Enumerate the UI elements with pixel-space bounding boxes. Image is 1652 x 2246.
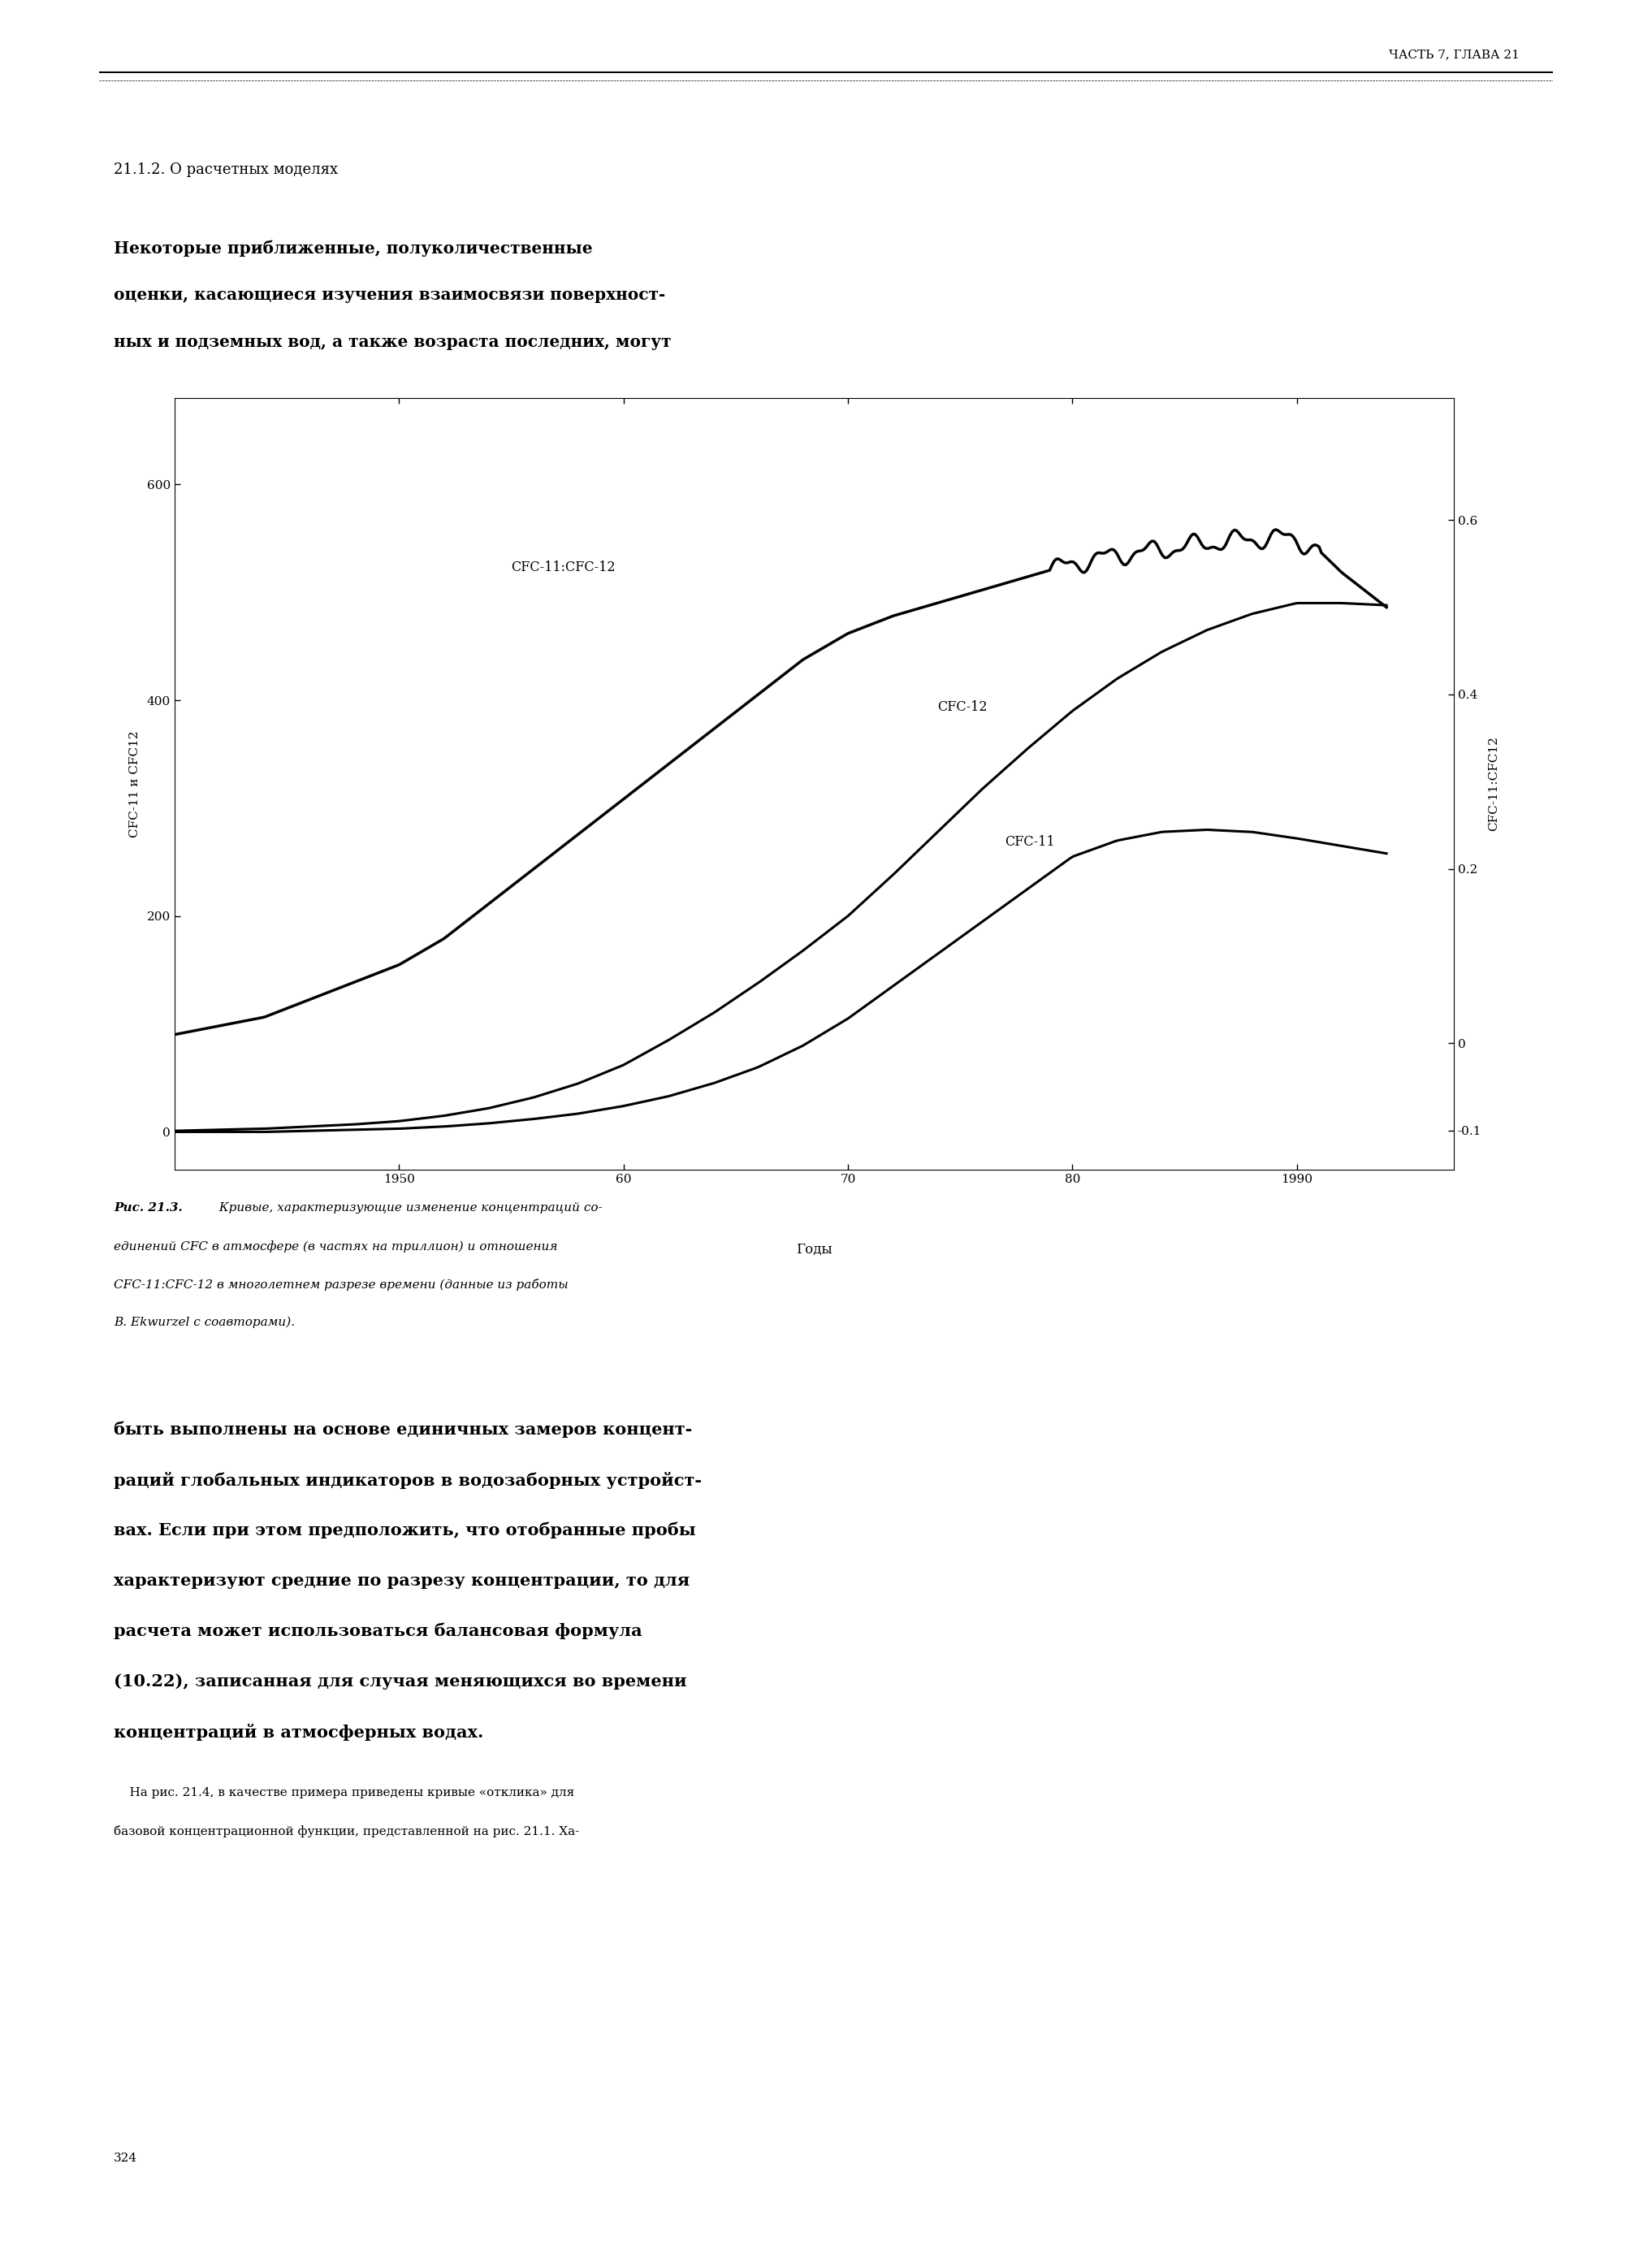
Text: CFC-11:CFC-12 в многолетнем разрезе времени (данные из работы: CFC-11:CFC-12 в многолетнем разрезе врем… xyxy=(114,1278,568,1291)
Text: (10.22), записанная для случая меняющихся во времени: (10.22), записанная для случая меняющихс… xyxy=(114,1673,687,1689)
Text: Некоторые приближенные, полуколичественные: Некоторые приближенные, полуколичественн… xyxy=(114,240,593,256)
Text: 324: 324 xyxy=(114,2152,137,2163)
Text: CFC-11:CFC-12: CFC-11:CFC-12 xyxy=(510,559,616,575)
Y-axis label: CFC-11:CFC12: CFC-11:CFC12 xyxy=(1488,737,1500,831)
Text: CFC-12: CFC-12 xyxy=(938,701,988,714)
Text: характеризуют средние по разрезу концентрации, то для: характеризуют средние по разрезу концент… xyxy=(114,1572,691,1588)
Text: Кривые, характеризующие изменение концентраций со-: Кривые, характеризующие изменение концен… xyxy=(215,1202,603,1213)
Text: CFC-11: CFC-11 xyxy=(1004,836,1056,849)
Text: B. Ekwurzel с соавторами).: B. Ekwurzel с соавторами). xyxy=(114,1316,296,1327)
Text: Рис. 21.3.: Рис. 21.3. xyxy=(114,1202,182,1213)
Text: единений CFC в атмосфере (в частях на триллион) и отношения: единений CFC в атмосфере (в частях на тр… xyxy=(114,1240,558,1253)
Y-axis label: CFC-11 и CFC12: CFC-11 и CFC12 xyxy=(129,730,140,838)
Text: ЧАСТЬ 7, ГЛАВА 21: ЧАСТЬ 7, ГЛАВА 21 xyxy=(1389,49,1520,61)
Text: ных и подземных вод, а также возраста последних, могут: ных и подземных вод, а также возраста по… xyxy=(114,335,671,350)
Text: базовой концентрационной функции, представленной на рис. 21.1. Ха-: базовой концентрационной функции, предст… xyxy=(114,1826,580,1837)
Text: раций глобальных индикаторов в водозаборных устройст-: раций глобальных индикаторов в водозабор… xyxy=(114,1471,702,1489)
Text: расчета может использоваться балансовая формула: расчета может использоваться балансовая … xyxy=(114,1624,643,1640)
Text: вах. Если при этом предположить, что отобранные пробы: вах. Если при этом предположить, что ото… xyxy=(114,1523,695,1539)
Text: быть выполнены на основе единичных замеров концент-: быть выполнены на основе единичных замер… xyxy=(114,1422,692,1437)
Text: оценки, касающиеся изучения взаимосвязи поверхност-: оценки, касающиеся изучения взаимосвязи … xyxy=(114,287,666,303)
Text: На рис. 21.4, в качестве примера приведены кривые «отклика» для: На рис. 21.4, в качестве примера приведе… xyxy=(114,1788,575,1799)
Text: 21.1.2. О расчетных моделях: 21.1.2. О расчетных моделях xyxy=(114,162,339,177)
Text: Годы: Годы xyxy=(796,1242,833,1256)
Text: концентраций в атмосферных водах.: концентраций в атмосферных водах. xyxy=(114,1723,484,1741)
